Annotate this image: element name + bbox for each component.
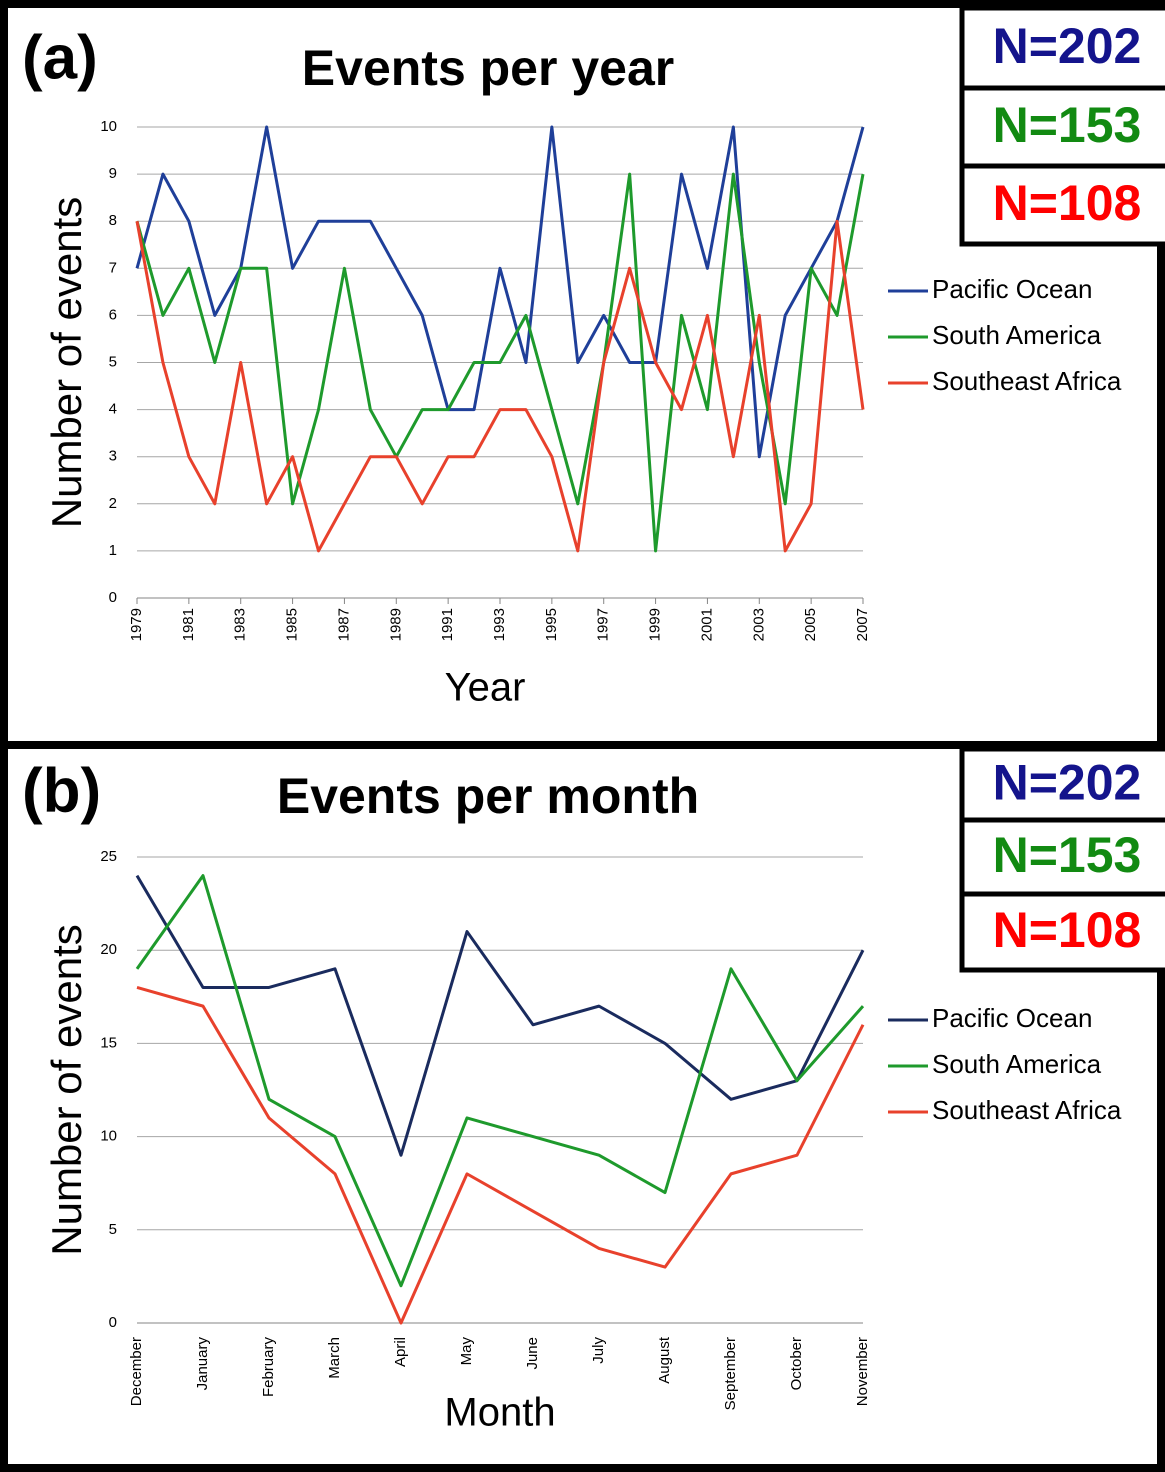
x-axis-label: Year [445,666,526,710]
x-tick-label: 2003 [750,608,767,641]
n-box [959,163,1165,247]
x-tick-label: 1979 [128,608,145,641]
series-line [135,874,865,1288]
y-tick-label: 9 [109,165,117,182]
x-tick-label: September [722,1337,739,1410]
x-tick-label: May [458,1337,475,1366]
n-count: N=108 [993,175,1142,231]
legend-label: South America [932,1049,1102,1079]
y-tick-label: 20 [100,941,117,958]
legend-label: Southeast Africa [932,1095,1122,1125]
y-tick-label: 0 [109,589,117,606]
x-tick-label: 1995 [543,608,560,641]
y-tick-label: 6 [109,306,117,323]
y-tick-label: 10 [100,1128,117,1145]
x-tick-label: January [194,1337,211,1391]
x-tick-label: 1985 [284,608,301,641]
legend-label: Pacific Ocean [932,274,1092,304]
y-tick-label: 8 [109,212,117,229]
x-tick-label: 1997 [595,608,612,641]
n-box [959,891,1165,973]
legend-label: South America [932,320,1102,350]
series-line [135,172,865,553]
x-tick-label: April [392,1337,409,1367]
n-box [959,817,1165,897]
series-line [135,219,865,553]
n-count: N=153 [993,827,1142,883]
y-tick-label: 3 [109,448,117,465]
y-axis-label: Number of events [43,197,90,529]
x-axis-label: Month [444,1391,555,1435]
legend-label: Pacific Ocean [932,1003,1092,1033]
y-tick-label: 5 [109,353,117,370]
x-tick-label: 1991 [439,608,456,641]
x-tick-label: 1989 [387,608,404,641]
x-tick-label: 1993 [491,608,508,641]
n-count: N=202 [993,755,1142,811]
x-tick-label: 2001 [698,608,715,641]
x-tick-label: June [524,1337,541,1370]
legend-label: Southeast Africa [932,366,1122,396]
x-tick-label: 1983 [232,608,249,641]
x-tick-label: 1999 [647,608,664,641]
n-count: N=108 [993,902,1142,958]
panel-label: (a) [22,23,98,92]
y-tick-label: 25 [100,848,117,865]
x-tick-label: July [590,1337,607,1364]
x-tick-label: 1987 [335,608,352,641]
y-tick-label: 10 [100,118,117,135]
x-tick-label: March [326,1337,343,1379]
x-tick-label: February [260,1337,277,1398]
x-tick-label: October [788,1337,805,1390]
y-tick-label: 2 [109,495,117,512]
n-box [959,5,1165,91]
n-count: N=153 [993,97,1142,153]
x-tick-label: 2005 [802,608,819,641]
x-tick-label: November [854,1337,871,1406]
y-tick-label: 5 [109,1221,117,1238]
x-tick-label: 1981 [180,608,197,641]
series-line [135,874,865,1157]
y-tick-label: 15 [100,1034,117,1051]
chart-title: Events per month [277,768,699,824]
y-tick-label: 0 [109,1314,117,1331]
series-line [135,125,865,459]
y-axis-label: Number of events [43,924,90,1256]
series-line [136,986,865,1325]
x-tick-label: August [656,1336,673,1384]
panel-label: (b) [22,756,101,825]
y-tick-label: 1 [109,542,117,559]
y-tick-label: 4 [109,401,117,418]
x-tick-label: December [128,1337,145,1406]
chart-title: Events per year [302,40,674,96]
y-tick-label: 7 [109,259,117,276]
x-tick-label: 2007 [854,608,871,641]
n-count: N=202 [993,18,1142,74]
